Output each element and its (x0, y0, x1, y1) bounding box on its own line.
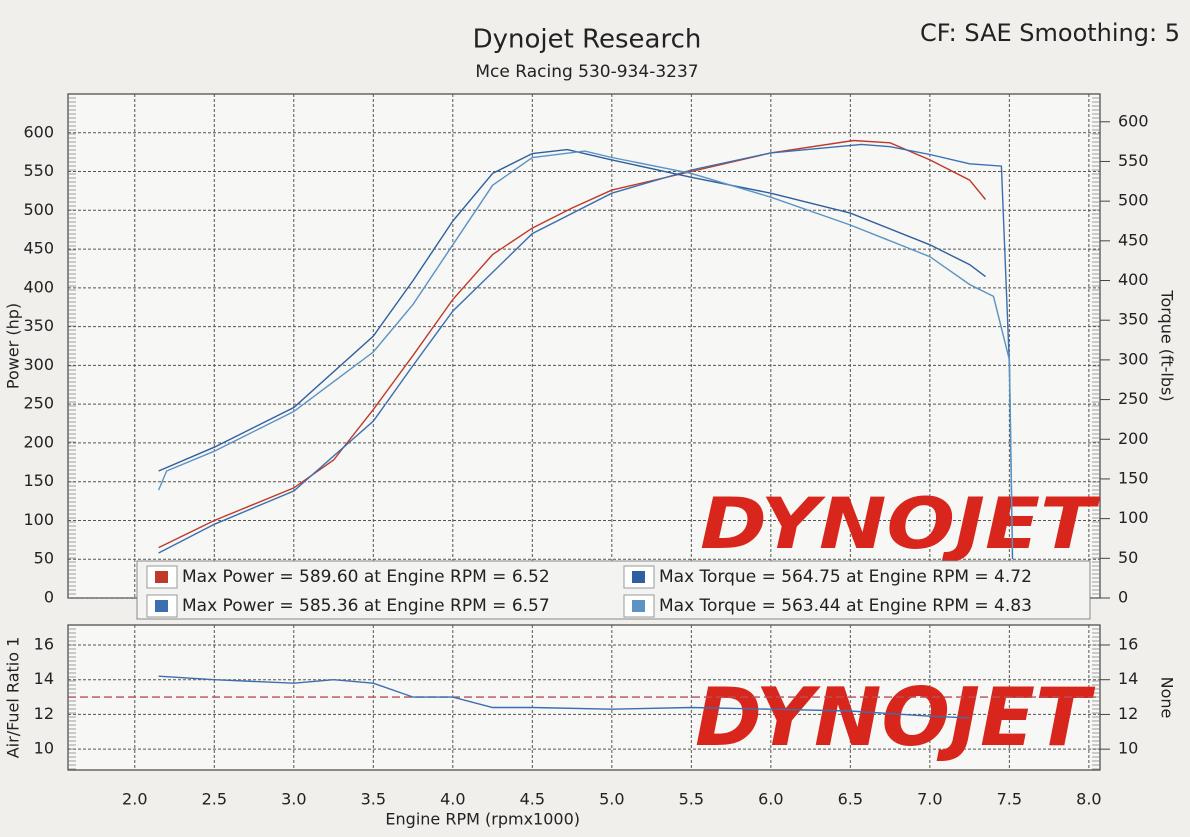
y2-tick-label: 500 (1118, 191, 1149, 210)
y-tick-label: 50 (34, 549, 54, 568)
y2-tick-label: 450 (1118, 230, 1149, 249)
data-line (158, 675, 970, 719)
data-line (157, 150, 1014, 551)
legend-swatch (632, 600, 645, 612)
watermark: DYNOJET (695, 671, 1095, 764)
legend-label: Max Power = 585.36 at Engine RPM = 6.57 (182, 596, 550, 616)
y2-tick-label: 12 (1118, 704, 1138, 723)
x-tick-label: 8.0 (1076, 790, 1101, 809)
y2-tick-label: 50 (1118, 548, 1138, 567)
y2-tick-label: 0 (1118, 588, 1128, 607)
legend-label: Max Torque = 563.44 at Engine RPM = 4.83 (659, 596, 1032, 616)
legend-label: Max Power = 589.60 at Engine RPM = 6.52 (182, 567, 550, 587)
x-tick-label: 7.0 (917, 790, 942, 809)
legend-swatch (632, 571, 645, 583)
y2-axis-label: None (1158, 677, 1177, 719)
y2-tick-label: 14 (1118, 669, 1138, 688)
data-line (158, 148, 986, 472)
x-tick-label: 3.5 (361, 790, 386, 809)
y-tick-label: 350 (23, 316, 54, 335)
y-tick-label: 12 (34, 704, 54, 723)
legend-swatch (155, 571, 168, 583)
y-tick-label: 550 (23, 161, 54, 180)
legend-label: Max Torque = 564.75 at Engine RPM = 4.72 (659, 567, 1032, 587)
x-tick-label: 2.0 (122, 790, 147, 809)
y2-tick-label: 10 (1118, 739, 1138, 758)
y2-tick-label: 200 (1118, 429, 1149, 448)
y2-tick-label: 16 (1118, 634, 1138, 653)
y-tick-label: 16 (34, 634, 54, 653)
x-axis-label: Engine RPM (rpmx1000) (385, 810, 580, 829)
y2-tick-label: 100 (1118, 508, 1149, 527)
y-tick-label: 250 (23, 394, 54, 413)
x-tick-label: 7.5 (997, 790, 1022, 809)
y-tick-label: 100 (23, 510, 54, 529)
y2-axis-label: Torque (ft-lbs) (1158, 289, 1177, 401)
y-tick-label: 0 (44, 588, 54, 607)
watermark: DYNOJET (700, 483, 1101, 565)
y-tick-label: 400 (23, 277, 54, 296)
y-axis-label: Power (hp) (4, 303, 23, 389)
y2-tick-label: 150 (1118, 468, 1149, 487)
y2-tick-label: 600 (1118, 111, 1149, 130)
y2-tick-label: 250 (1118, 389, 1149, 408)
corner-note: CF: SAE Smoothing: 5 (920, 19, 1180, 47)
y-tick-label: 600 (23, 122, 54, 141)
legend-box (136, 560, 1091, 620)
chart-subtitle: Mce Racing 530-934-3237 (475, 62, 698, 82)
y-tick-label: 14 (34, 669, 54, 688)
y-tick-label: 300 (23, 355, 54, 374)
y-tick-label: 10 (34, 739, 54, 758)
y-tick-label: 500 (23, 200, 54, 219)
y-axis-label: Air/Fuel Ratio 1 (4, 637, 23, 759)
x-tick-label: 6.0 (758, 790, 783, 809)
x-tick-label: 4.0 (440, 790, 465, 809)
y-tick-label: 150 (23, 471, 54, 490)
y2-tick-label: 300 (1118, 349, 1149, 368)
data-line (158, 139, 987, 549)
y-tick-label: 450 (23, 239, 54, 258)
chart-title: Dynojet Research (473, 25, 702, 55)
x-tick-label: 5.5 (679, 790, 704, 809)
x-tick-label: 2.5 (202, 790, 227, 809)
x-tick-label: 3.0 (281, 790, 306, 809)
y2-tick-label: 550 (1118, 151, 1149, 170)
x-tick-label: 6.5 (838, 790, 863, 809)
x-tick-label: 4.5 (520, 790, 545, 809)
y2-tick-label: 350 (1118, 310, 1149, 329)
y2-tick-label: 400 (1118, 270, 1149, 289)
y-tick-label: 200 (23, 432, 54, 451)
legend-swatch (155, 600, 168, 612)
x-tick-label: 5.0 (599, 790, 624, 809)
data-line (158, 143, 1014, 560)
